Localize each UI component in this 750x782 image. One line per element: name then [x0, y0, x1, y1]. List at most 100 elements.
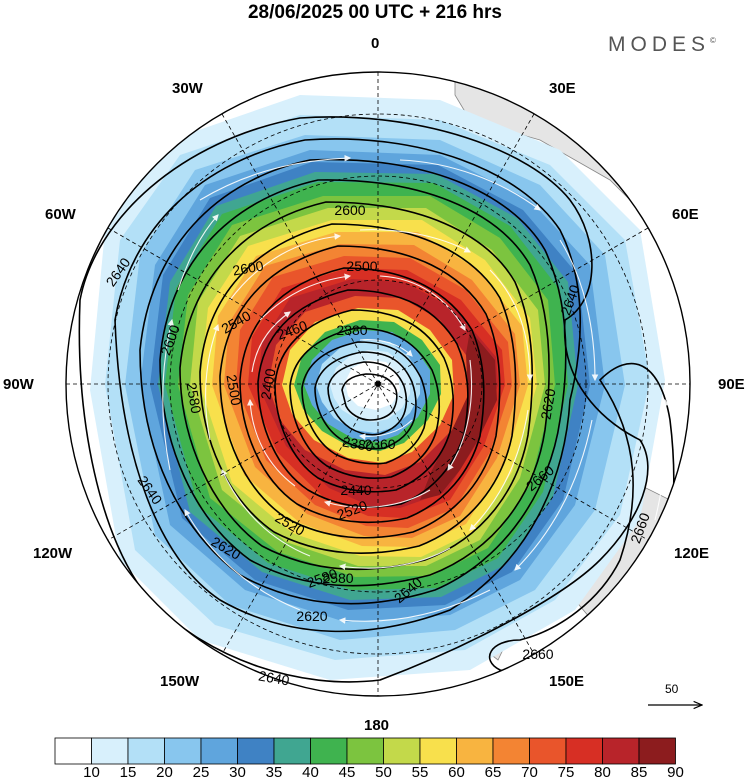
brand-logo: MODES© — [608, 33, 716, 57]
contour-label: 2440 — [340, 482, 371, 498]
contour-2580 — [159, 179, 550, 587]
streamline — [323, 489, 431, 508]
contour-label: 2600 — [334, 202, 365, 218]
streamline — [514, 419, 593, 571]
map-boundary — [65, 71, 691, 697]
streamline — [358, 419, 413, 440]
streamline — [229, 233, 342, 301]
streamline — [654, 398, 669, 521]
contour-2360 — [341, 373, 398, 421]
colorbar-tick-label: 55 — [411, 764, 429, 781]
contour-label: 2580 — [183, 381, 204, 415]
wind-vectors — [162, 154, 669, 641]
colorbar-swatch — [237, 737, 275, 765]
colorbar-tick-label: 10 — [83, 764, 100, 781]
streamline — [205, 323, 220, 441]
colorbar-tick-label: 75 — [557, 764, 575, 781]
colorbar-swatch — [273, 737, 311, 765]
colorbar-swatch — [602, 737, 640, 765]
map-disc — [66, 72, 690, 696]
contour-label: 2620 — [296, 608, 327, 624]
colorbar-swatch — [310, 737, 348, 765]
colorbar-swatch — [565, 737, 603, 765]
contour-label: 2620 — [537, 387, 558, 421]
colorbar-swatch — [91, 737, 129, 765]
colorbar-swatch — [529, 737, 567, 765]
colorbar-tick-label: 20 — [156, 764, 173, 781]
contour-label: 2400 — [257, 367, 278, 401]
lon-label-90e: 90E — [718, 376, 745, 393]
contour-2540 — [199, 223, 517, 554]
contour-2480 — [257, 289, 469, 508]
colorbar-swatch — [200, 737, 238, 765]
colorbar-swatch — [383, 737, 421, 765]
brand-text: MODES — [608, 33, 711, 56]
map-title: 28/06/2025 00 UTC + 216 hrs — [247, 2, 503, 23]
reference-vector-label: 50 — [665, 682, 679, 696]
streamline — [399, 159, 541, 211]
colorbar-swatch — [164, 737, 202, 765]
south-pole-marker — [375, 381, 381, 387]
streamline — [221, 468, 311, 557]
colorbar-tick-label: 25 — [192, 764, 210, 781]
lon-label-180: 180 — [364, 717, 390, 734]
streamline — [259, 273, 352, 321]
lon-label-90w: 90W — [3, 376, 34, 393]
contour-2440 — [289, 327, 441, 480]
colorbar-tick-label: 80 — [594, 764, 611, 781]
height-contours — [78, 116, 675, 683]
streamline — [199, 154, 352, 201]
colorbar-swatch — [638, 737, 676, 765]
contour-2380 — [327, 361, 408, 436]
colorbar-tick-label: 65 — [484, 764, 502, 781]
colorbar-tick-label: 70 — [521, 764, 538, 781]
contour-label: 2360 — [364, 436, 395, 452]
lon-label-30w: 30W — [172, 80, 203, 97]
colorbar-swatch — [346, 737, 384, 765]
contour-2400 — [314, 351, 417, 450]
colorbar-tick-label: 15 — [119, 764, 137, 781]
colorbar-tick-label: 45 — [338, 764, 356, 781]
lon-label-150w: 150W — [160, 673, 200, 690]
colorbar-swatch — [127, 737, 165, 765]
contour-label: 2580 — [322, 570, 353, 586]
colorbar-tick-label: 40 — [302, 764, 319, 781]
streamline — [359, 229, 471, 253]
streamline — [359, 339, 413, 357]
lon-label-120w: 120W — [33, 545, 73, 562]
colorbar — [54, 737, 676, 765]
colorbar-swatch — [456, 737, 494, 765]
lon-label-0: 0 — [371, 35, 380, 52]
streamline — [177, 214, 219, 291]
streamline — [162, 318, 174, 471]
colorbar-swatch — [54, 737, 92, 765]
lon-label-150e: 150E — [549, 673, 585, 690]
contour-2620 — [114, 138, 582, 633]
streamline — [184, 509, 301, 611]
streamline — [447, 359, 473, 471]
contour-label: 2600 — [231, 257, 265, 278]
colorbar-tick-label: 90 — [667, 764, 684, 781]
copyright-mark: © — [710, 36, 716, 45]
lon-label-120e: 120E — [674, 545, 710, 562]
colorbar-swatch — [492, 737, 530, 765]
contour-2420 — [301, 341, 428, 465]
contour-2460 — [274, 309, 454, 493]
contour-2520 — [219, 245, 501, 539]
contour-label: 2380 — [336, 322, 367, 338]
colorbar-tick-label: 60 — [448, 764, 465, 781]
contour-label: 2380 — [341, 433, 375, 454]
colorbar-tick-label: 85 — [630, 764, 648, 781]
streamline — [251, 311, 291, 373]
contour-2560 — [179, 201, 534, 571]
contour-label: 2660 — [522, 646, 553, 662]
contour-label: 2640 — [257, 667, 291, 688]
colorbar-tick-label: 30 — [229, 764, 246, 781]
streamline — [489, 269, 534, 382]
lon-label-60w: 60W — [45, 206, 76, 223]
streamline — [338, 547, 451, 571]
contour-label: 2500 — [223, 373, 244, 407]
colorbar-tick-label: 50 — [375, 764, 392, 781]
streamline — [559, 239, 599, 382]
contour-label: 2500 — [346, 258, 377, 274]
